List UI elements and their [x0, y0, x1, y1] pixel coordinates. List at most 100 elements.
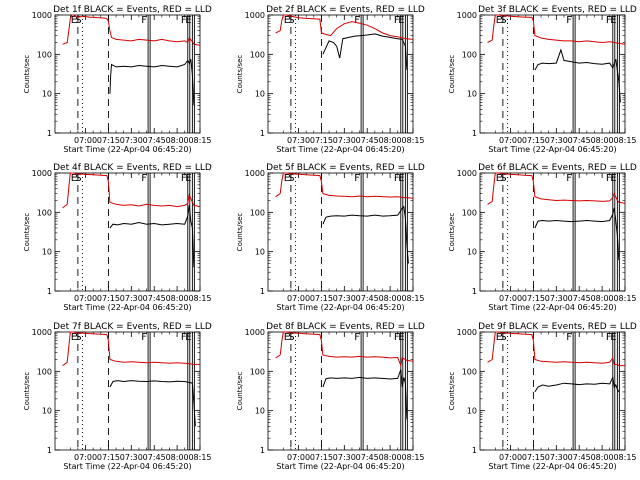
x-tick-label: 07:45 [356, 453, 379, 462]
x-tick-label: 07:30 [120, 453, 143, 462]
marker-label: E [610, 15, 616, 26]
series-lld-line [487, 331, 625, 367]
y-tick-label: 100 [250, 208, 265, 217]
x-axis-title: Start Time (22-Apr-04 06:45:20) [63, 462, 191, 471]
plot-frame [54, 14, 201, 134]
x-tick-label: 07:30 [120, 136, 143, 145]
x-tick-label: 08:15 [401, 136, 424, 145]
x-axis-title: Start Time (22-Apr-04 06:45:20) [63, 145, 191, 154]
x-tick-label: 08:00 [166, 294, 189, 303]
marker-label: F [181, 332, 187, 343]
plot-frame [479, 14, 626, 134]
y-tick-label: 100 [37, 367, 52, 376]
x-tick-label: 07:45 [143, 136, 166, 145]
y-tick-label: 1000 [245, 328, 265, 337]
plot-frame [267, 172, 414, 292]
marker-label: S [288, 332, 294, 343]
x-tick-label: 08:15 [401, 453, 424, 462]
x-tick-label: 07:45 [568, 294, 591, 303]
marker-label: S [75, 15, 81, 26]
chart-title: Det 4f BLACK = Events, RED = LLD [53, 163, 212, 173]
y-tick-label: 1000 [457, 328, 477, 337]
y-axis-title: Counts/sec [23, 372, 31, 411]
y-tick-label: 1000 [245, 169, 265, 178]
y-tick-label: 1 [472, 129, 477, 138]
marker-label: F [394, 15, 400, 26]
series-lld-line [62, 172, 201, 209]
x-tick-label: 07:00 [74, 294, 97, 303]
series-lld-line [487, 14, 626, 45]
marker-label: F [141, 15, 147, 26]
x-tick-label: 07:30 [333, 294, 356, 303]
chart-panel-2: Det 2f BLACK = Events, RED = LLD 1 10 100 10… [236, 5, 425, 154]
chart-title: Det 3f BLACK = Events, RED = LLD [478, 5, 637, 15]
x-tick-label: 07:45 [568, 453, 591, 462]
y-tick-label: 1 [260, 446, 265, 455]
marker-label: E [610, 332, 616, 343]
chart-title: Det 6f BLACK = Events, RED = LLD [478, 163, 637, 173]
chart-panel-8: Det 8f BLACK = Events, RED = LLD 1 10 100 10… [236, 322, 425, 471]
x-tick-label: 07:15 [310, 294, 333, 303]
chart-panel-6: Det 6f BLACK = Events, RED = LLD 1 10 100 10… [448, 163, 637, 312]
marker-label: E [284, 332, 290, 343]
series-lld-line [275, 331, 414, 368]
x-axis-title: Start Time (22-Apr-04 06:45:20) [488, 462, 616, 471]
x-tick-label: 08:15 [613, 136, 636, 145]
y-tick-label: 1000 [457, 11, 477, 20]
y-tick-label: 1 [472, 287, 477, 296]
chart-panel-4: Det 4f BLACK = Events, RED = LLD 1 10 100 10… [23, 163, 212, 312]
marker-label: F [354, 332, 360, 343]
x-axis-title: Start Time (22-Apr-04 06:45:20) [276, 303, 404, 312]
y-tick-label: 10 [467, 407, 477, 416]
x-tick-label: 07:30 [120, 294, 143, 303]
marker-label: F [354, 173, 360, 184]
plot-frame [267, 14, 414, 134]
series-lld-line [62, 14, 201, 46]
y-tick-label: 1 [47, 287, 52, 296]
x-axis-title: Start Time (22-Apr-04 06:45:20) [276, 145, 404, 154]
marker-label: E [284, 173, 290, 184]
x-tick-label: 08:15 [401, 294, 424, 303]
y-tick-label: 100 [250, 367, 265, 376]
x-tick-label: 08:15 [188, 453, 211, 462]
y-tick-label: 1 [472, 446, 477, 455]
x-tick-label: 07:15 [310, 453, 333, 462]
x-axis-title: Start Time (22-Apr-04 06:45:20) [276, 462, 404, 471]
y-axis-title: Counts/sec [448, 372, 456, 411]
chart-panel-1: Det 1f BLACK = Events, RED = LLD 1 10 100 10… [23, 5, 212, 154]
x-tick-label: 07:15 [97, 294, 120, 303]
x-tick-label: 07:30 [545, 136, 568, 145]
x-axis-title: Start Time (22-Apr-04 06:45:20) [63, 303, 191, 312]
y-tick-label: 1000 [32, 328, 52, 337]
series-events-line [109, 59, 195, 106]
y-tick-label: 1 [47, 446, 52, 455]
marker-label: E [496, 173, 502, 184]
chart-panel-5: Det 5f BLACK = Events, RED = LLD 1 10 100 10… [236, 163, 425, 312]
x-tick-label: 07:00 [74, 136, 97, 145]
x-tick-label: 07:45 [356, 136, 379, 145]
marker-label: F [566, 173, 572, 184]
x-tick-label: 08:00 [379, 453, 402, 462]
x-tick-label: 08:00 [379, 136, 402, 145]
y-tick-label: 1 [260, 287, 265, 296]
x-tick-label: 07:15 [310, 136, 333, 145]
plot-frame [479, 172, 626, 292]
y-tick-label: 10 [42, 90, 52, 99]
x-tick-label: 07:15 [97, 136, 120, 145]
chart-title: Det 5f BLACK = Events, RED = LLD [266, 163, 425, 173]
plot-frame [267, 331, 414, 451]
plot-frame [54, 331, 201, 451]
y-tick-label: 1000 [457, 169, 477, 178]
x-tick-label: 07:15 [97, 453, 120, 462]
plot-frame [479, 331, 626, 451]
y-axis-title: Counts/sec [23, 55, 31, 94]
y-tick-label: 100 [462, 367, 477, 376]
marker-label: S [75, 332, 81, 343]
marker-label: E [71, 332, 77, 343]
y-tick-label: 100 [462, 50, 477, 59]
x-tick-label: 08:00 [166, 136, 189, 145]
y-tick-label: 1000 [32, 169, 52, 178]
y-tick-label: 100 [250, 50, 265, 59]
marker-label: F [141, 173, 147, 184]
